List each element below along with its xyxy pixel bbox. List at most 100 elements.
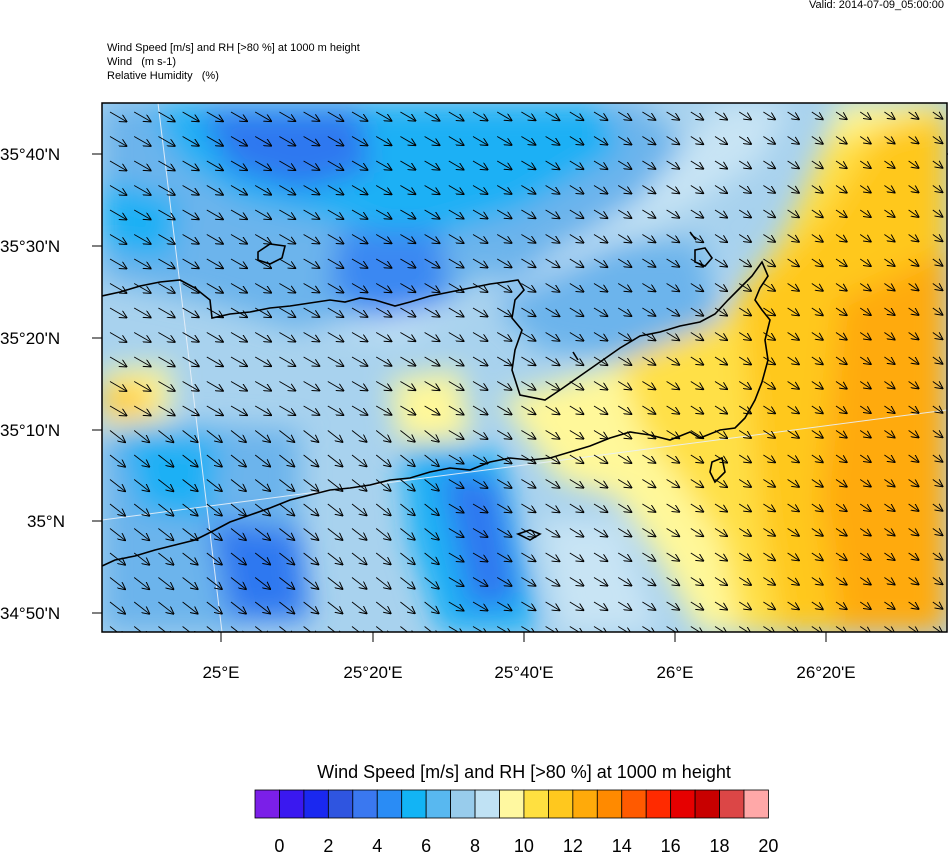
wind-arrow bbox=[545, 503, 560, 512]
wind-arrow bbox=[109, 430, 125, 443]
wind-arrow bbox=[690, 136, 703, 145]
wind-arrow bbox=[230, 381, 247, 391]
wind-arrow bbox=[642, 258, 655, 267]
wind-arrow bbox=[206, 307, 223, 317]
wind-arrow bbox=[908, 112, 919, 119]
wind-arrow bbox=[424, 258, 440, 268]
wind-arrow bbox=[521, 160, 535, 169]
wind-arrow bbox=[593, 356, 607, 365]
wind-arrow bbox=[617, 454, 631, 463]
wind-arrow bbox=[763, 601, 775, 609]
wind-arrow bbox=[569, 307, 584, 316]
wind-arrow bbox=[303, 454, 319, 466]
wind-arrow bbox=[400, 601, 414, 613]
wind-arrow bbox=[811, 577, 823, 585]
wind-arrow bbox=[158, 209, 174, 219]
wind-arrow bbox=[351, 454, 367, 466]
wind-arrow bbox=[303, 185, 320, 195]
lon-tick-label: 25°20'E bbox=[343, 663, 402, 682]
wind-arrow bbox=[182, 626, 198, 632]
wind-arrow bbox=[738, 160, 751, 169]
wind-arrow bbox=[763, 258, 775, 266]
wind-arrow bbox=[908, 284, 919, 291]
wind-arrow bbox=[835, 234, 847, 242]
wind-arrow bbox=[763, 332, 775, 340]
wind-arrow bbox=[932, 112, 943, 119]
wind-arrow bbox=[133, 601, 149, 614]
wind-arrow bbox=[811, 552, 823, 560]
wind-arrow bbox=[279, 454, 294, 467]
wind-arrow bbox=[738, 454, 751, 463]
wind-arrow bbox=[327, 283, 344, 293]
wind-arrow bbox=[496, 430, 511, 439]
wind-arrow bbox=[690, 626, 703, 632]
colorbar-swatch bbox=[547, 789, 574, 819]
wind-arrow bbox=[327, 136, 344, 146]
wind-arrow bbox=[496, 332, 511, 341]
lon-tick-label: 25°E bbox=[202, 663, 239, 682]
wind-arrow bbox=[690, 552, 703, 561]
wind-arrow bbox=[738, 258, 751, 267]
wind-arrow bbox=[593, 307, 607, 316]
title-line-2: Wind (m s-1) bbox=[107, 56, 177, 68]
wind-arrow bbox=[206, 454, 222, 467]
wind-arrow bbox=[400, 356, 415, 366]
wind-arrow bbox=[617, 258, 631, 267]
wind-arrow bbox=[279, 234, 295, 244]
wind-arrow bbox=[472, 234, 488, 244]
wind-arrow bbox=[182, 503, 198, 516]
wind-arrow bbox=[763, 552, 775, 560]
wind-arrow bbox=[835, 307, 847, 315]
wind-arrow bbox=[714, 479, 727, 488]
wind-arrow bbox=[908, 455, 919, 462]
wind-arrow bbox=[182, 234, 199, 244]
wind-vectors bbox=[109, 111, 943, 632]
wind-arrow bbox=[109, 258, 126, 269]
wind-arrow bbox=[884, 601, 894, 609]
wind-arrow bbox=[472, 258, 488, 268]
wind-arrow bbox=[303, 209, 320, 219]
wind-arrow bbox=[254, 503, 270, 516]
lat-tick-label: 35°30'N bbox=[0, 237, 60, 256]
wind-arrow bbox=[617, 381, 631, 390]
wind-arrow bbox=[133, 405, 150, 415]
wind-arrow bbox=[884, 454, 894, 462]
wind-arrow bbox=[472, 381, 488, 391]
wind-arrow bbox=[690, 209, 703, 218]
wind-arrow bbox=[109, 136, 126, 147]
wind-arrow bbox=[303, 381, 320, 391]
wind-arrow bbox=[375, 234, 391, 244]
wind-arrow bbox=[690, 381, 703, 390]
wind-arrow bbox=[424, 234, 440, 244]
wind-arrow bbox=[254, 381, 271, 391]
wind-arrow bbox=[448, 283, 464, 293]
wind-arrow bbox=[206, 185, 223, 195]
wind-arrow bbox=[545, 479, 560, 488]
wind-arrow bbox=[932, 235, 943, 242]
wind-arrow bbox=[400, 405, 415, 415]
wind-arrow bbox=[158, 307, 174, 317]
wind-arrow bbox=[738, 430, 751, 439]
wind-arrow bbox=[254, 626, 270, 632]
wind-arrow bbox=[593, 160, 607, 169]
wind-arrow bbox=[496, 577, 511, 586]
wind-arrow bbox=[279, 405, 295, 415]
wind-arrow bbox=[859, 528, 871, 536]
wind-arrow bbox=[521, 111, 535, 120]
wind-arrow bbox=[254, 405, 271, 415]
wind-arrow bbox=[763, 111, 775, 119]
wind-arrow bbox=[327, 626, 343, 632]
wind-arrow bbox=[182, 454, 198, 467]
wind-arrow bbox=[230, 552, 246, 565]
wind-arrow bbox=[521, 136, 535, 145]
wind-arrow bbox=[375, 136, 391, 146]
wind-arrow bbox=[424, 479, 439, 491]
wind-arrow bbox=[158, 111, 174, 121]
wind-arrow bbox=[303, 136, 320, 146]
wind-arrow bbox=[738, 528, 751, 537]
wind-arrow bbox=[230, 258, 247, 268]
wind-arrow bbox=[424, 381, 440, 391]
wind-arrow bbox=[448, 405, 464, 415]
wind-arrow bbox=[617, 552, 631, 561]
wind-arrow bbox=[811, 626, 823, 632]
